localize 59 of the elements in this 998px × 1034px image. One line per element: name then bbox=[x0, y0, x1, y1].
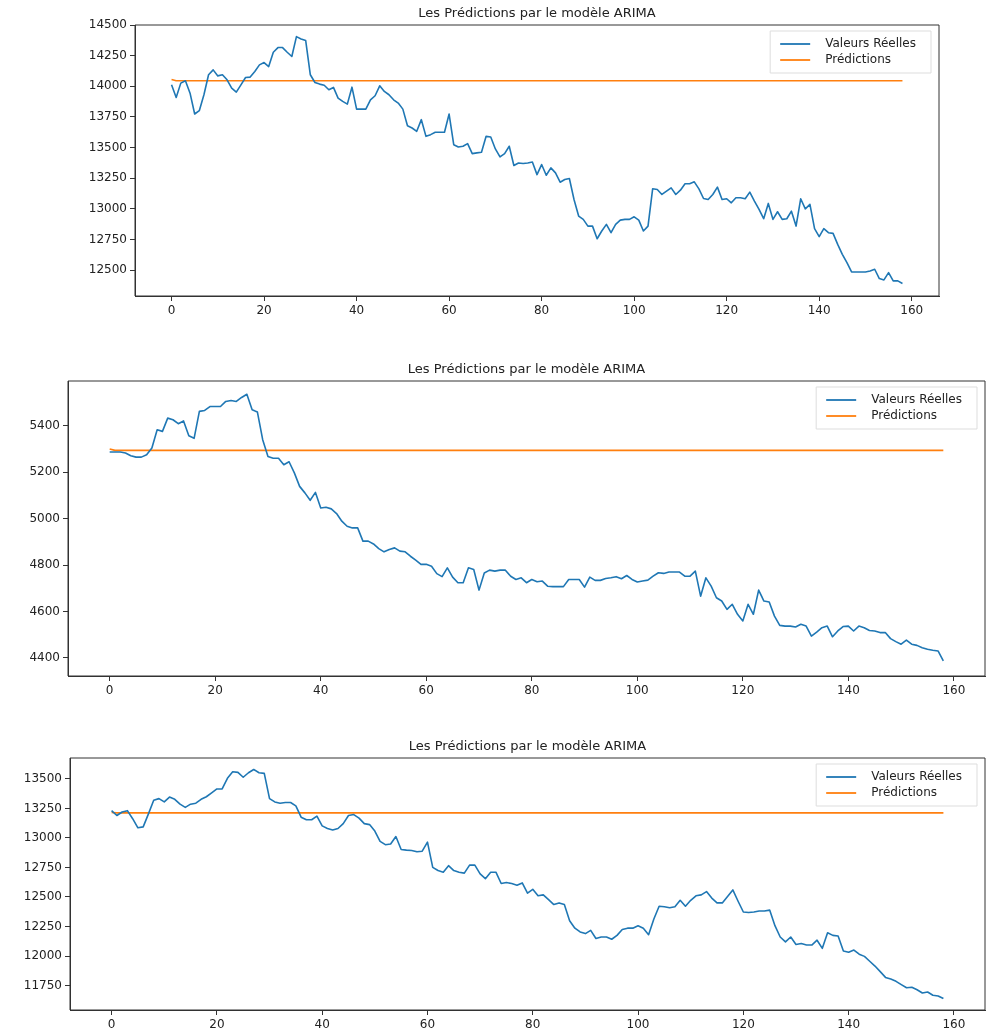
y-tick-label: 5200 bbox=[29, 464, 60, 479]
legend-label: Valeurs Réelles bbox=[871, 392, 963, 407]
x-tick-label: 160 bbox=[942, 683, 966, 698]
legend-label: Prédictions bbox=[871, 785, 938, 800]
x-tick-label: 60 bbox=[418, 683, 434, 698]
y-tick-label: 12000 bbox=[23, 948, 62, 963]
y-tick-label: 5000 bbox=[29, 510, 60, 525]
x-tick-label: 40 bbox=[348, 303, 365, 318]
x-tick-label: 160 bbox=[942, 1017, 966, 1032]
x-tick-label: 20 bbox=[207, 683, 223, 698]
y-tick-label: 4800 bbox=[29, 557, 60, 572]
x-tick-label: 140 bbox=[807, 303, 831, 318]
legend-label: Prédictions bbox=[825, 52, 892, 67]
chart-title: Les Prédictions par le modèle ARIMA bbox=[418, 4, 656, 20]
legend-label: Valeurs Réelles bbox=[825, 36, 917, 51]
y-tick-label: 14250 bbox=[88, 47, 127, 62]
x-tick-label: 140 bbox=[836, 683, 860, 698]
y-tick-label: 12500 bbox=[88, 262, 127, 277]
y-tick-label: 12750 bbox=[88, 231, 127, 246]
y-tick-label: 13500 bbox=[23, 771, 62, 786]
y-tick-label: 13500 bbox=[88, 139, 127, 154]
legend-label: Prédictions bbox=[871, 408, 938, 423]
x-tick-label: 100 bbox=[625, 683, 649, 698]
y-tick-label: 5400 bbox=[29, 417, 60, 432]
legend-label: Valeurs Réelles bbox=[871, 769, 963, 784]
chart-title: Les Prédictions par le modèle ARIMA bbox=[407, 360, 646, 376]
x-tick-label: 40 bbox=[314, 1017, 330, 1032]
y-tick-label: 4600 bbox=[29, 603, 60, 618]
y-tick-label: 14500 bbox=[88, 17, 127, 32]
x-tick-label: 80 bbox=[525, 1017, 541, 1032]
y-tick-label: 13250 bbox=[23, 800, 62, 815]
x-tick-label: 0 bbox=[107, 1017, 116, 1032]
y-tick-label: 13250 bbox=[88, 170, 127, 185]
y-tick-label: 12250 bbox=[23, 918, 62, 933]
y-tick-label: 14000 bbox=[88, 78, 127, 93]
y-tick-label: 13000 bbox=[23, 830, 62, 845]
x-tick-label: 20 bbox=[256, 303, 272, 318]
y-tick-label: 12500 bbox=[23, 889, 62, 904]
y-tick-label: 12750 bbox=[23, 859, 62, 874]
x-tick-label: 80 bbox=[524, 683, 540, 698]
x-tick-label: 140 bbox=[837, 1017, 861, 1032]
x-tick-label: 120 bbox=[731, 683, 755, 698]
x-tick-label: 60 bbox=[419, 1017, 436, 1032]
y-tick-label: 4400 bbox=[29, 650, 60, 665]
x-tick-label: 60 bbox=[441, 303, 457, 318]
x-tick-label: 100 bbox=[626, 1017, 650, 1032]
x-tick-label: 0 bbox=[105, 683, 114, 698]
x-tick-label: 0 bbox=[167, 303, 176, 318]
y-tick-label: 11750 bbox=[23, 977, 62, 992]
y-tick-label: 13750 bbox=[88, 109, 127, 124]
x-tick-label: 40 bbox=[313, 683, 329, 698]
chart-title: Les Prédictions par le modèle ARIMA bbox=[408, 737, 647, 753]
x-tick-label: 80 bbox=[533, 303, 550, 318]
x-tick-label: 120 bbox=[715, 303, 739, 318]
x-tick-label: 120 bbox=[731, 1017, 755, 1032]
x-tick-label: 20 bbox=[209, 1017, 225, 1032]
x-tick-label: 100 bbox=[622, 303, 646, 318]
y-tick-label: 13000 bbox=[88, 201, 127, 216]
x-tick-label: 160 bbox=[900, 303, 924, 318]
